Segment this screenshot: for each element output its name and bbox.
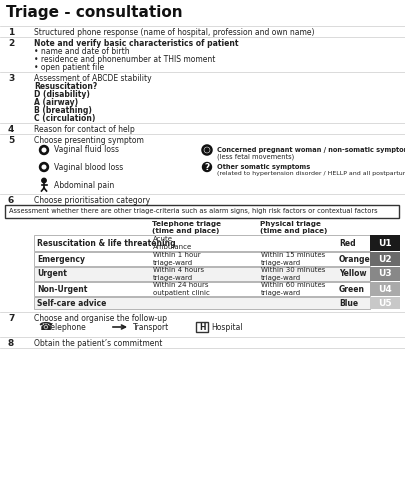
Text: Vaginal blood loss: Vaginal blood loss — [54, 162, 123, 172]
Text: Within 1 hour
triage-ward: Within 1 hour triage-ward — [153, 252, 200, 266]
FancyBboxPatch shape — [370, 235, 400, 251]
Text: Note and verify basic characteristics of patient: Note and verify basic characteristics of… — [34, 39, 239, 48]
Text: 6: 6 — [8, 196, 14, 205]
Text: 8: 8 — [8, 339, 14, 348]
Text: Emergency: Emergency — [37, 254, 85, 264]
Text: Assessment whether there are other triage-criteria such as alarm signs, high ris: Assessment whether there are other triag… — [9, 208, 377, 214]
Text: H: H — [199, 322, 205, 332]
Text: Choose presenting symptom: Choose presenting symptom — [34, 136, 144, 145]
Text: D (disability): D (disability) — [34, 90, 90, 99]
Text: Hospital: Hospital — [211, 322, 243, 332]
Text: Within 30 minutes
triage-ward: Within 30 minutes triage-ward — [261, 267, 325, 281]
Text: Resuscitation?: Resuscitation? — [34, 82, 97, 91]
FancyBboxPatch shape — [34, 267, 370, 281]
Text: Telephone: Telephone — [48, 322, 87, 332]
Text: Reason for contact of help: Reason for contact of help — [34, 125, 135, 134]
Text: ?: ? — [205, 162, 210, 172]
Circle shape — [40, 162, 49, 172]
Text: Red: Red — [339, 238, 356, 248]
Text: C (circulation): C (circulation) — [34, 114, 95, 123]
FancyBboxPatch shape — [370, 252, 400, 266]
FancyBboxPatch shape — [196, 322, 208, 332]
Text: Non-Urgent: Non-Urgent — [37, 284, 87, 294]
FancyBboxPatch shape — [370, 282, 400, 296]
FancyBboxPatch shape — [34, 282, 370, 296]
Text: Within 4 hours
triage-ward: Within 4 hours triage-ward — [153, 267, 204, 281]
Text: Structured phone response (name of hospital, profession and own name): Structured phone response (name of hospi… — [34, 28, 315, 37]
Text: A (airway): A (airway) — [34, 98, 78, 107]
Text: Transport: Transport — [133, 322, 169, 332]
Text: Vaginal fluid loss: Vaginal fluid loss — [54, 146, 119, 154]
Text: U5: U5 — [378, 298, 392, 308]
Text: Choose prioritisation category: Choose prioritisation category — [34, 196, 150, 205]
Text: 1: 1 — [8, 28, 14, 37]
FancyBboxPatch shape — [34, 297, 370, 309]
Text: • residence and phonenumber at THIS moment: • residence and phonenumber at THIS mome… — [34, 55, 215, 64]
Text: 5: 5 — [8, 136, 14, 145]
Text: Assessment of ABCDE stability: Assessment of ABCDE stability — [34, 74, 151, 83]
Text: • open patient file: • open patient file — [34, 63, 104, 72]
Text: U4: U4 — [378, 284, 392, 294]
Text: 3: 3 — [8, 74, 14, 83]
Circle shape — [42, 165, 46, 169]
Text: Obtain the patient’s commitment: Obtain the patient’s commitment — [34, 339, 162, 348]
Text: Abdominal pain: Abdominal pain — [54, 180, 114, 190]
FancyBboxPatch shape — [5, 205, 399, 218]
Text: Other somatic symptoms: Other somatic symptoms — [217, 164, 310, 170]
Text: Urgent: Urgent — [37, 270, 67, 278]
Text: Telephone triage
(time and place): Telephone triage (time and place) — [152, 221, 221, 234]
Text: Choose and organise the follow-up: Choose and organise the follow-up — [34, 314, 167, 323]
Text: Blue: Blue — [339, 298, 358, 308]
Text: (less fetal movements): (less fetal movements) — [217, 154, 294, 160]
Text: Within 15 minutes
triage-ward: Within 15 minutes triage-ward — [261, 252, 325, 266]
Text: Within 60 minutes
triage-ward: Within 60 minutes triage-ward — [261, 282, 325, 296]
Text: Green: Green — [339, 284, 365, 294]
Text: 2: 2 — [8, 39, 14, 48]
Circle shape — [42, 148, 46, 152]
Text: U2: U2 — [378, 254, 392, 264]
Text: Resuscitation & life threatening: Resuscitation & life threatening — [37, 238, 176, 248]
Circle shape — [205, 148, 209, 152]
Circle shape — [42, 178, 46, 182]
Text: Acute
Ambulance: Acute Ambulance — [153, 236, 192, 250]
Text: • name and date of birth: • name and date of birth — [34, 47, 130, 56]
Text: Concerned pregnant woman / non-somatic symptoms: Concerned pregnant woman / non-somatic s… — [217, 147, 405, 153]
Text: 7: 7 — [8, 314, 14, 323]
Text: U3: U3 — [378, 270, 392, 278]
Text: Within 24 hours
outpatient clinic: Within 24 hours outpatient clinic — [153, 282, 210, 296]
Text: Self-care advice: Self-care advice — [37, 298, 107, 308]
FancyBboxPatch shape — [370, 267, 400, 281]
Text: Triage - consultation: Triage - consultation — [6, 5, 183, 20]
Text: Physical triage
(time and place): Physical triage (time and place) — [260, 221, 327, 234]
Text: ☎: ☎ — [38, 322, 52, 332]
Circle shape — [40, 146, 49, 154]
FancyBboxPatch shape — [34, 252, 370, 266]
Circle shape — [202, 162, 211, 172]
Text: Orange: Orange — [339, 254, 371, 264]
Text: B (breathing): B (breathing) — [34, 106, 92, 115]
FancyBboxPatch shape — [370, 297, 400, 309]
Text: U1: U1 — [378, 238, 392, 248]
FancyBboxPatch shape — [34, 235, 370, 251]
Text: 4: 4 — [8, 125, 14, 134]
Text: (related to hypertension disorder / HELLP and all postpartum women): (related to hypertension disorder / HELL… — [217, 170, 405, 175]
Text: Yellow: Yellow — [339, 270, 367, 278]
